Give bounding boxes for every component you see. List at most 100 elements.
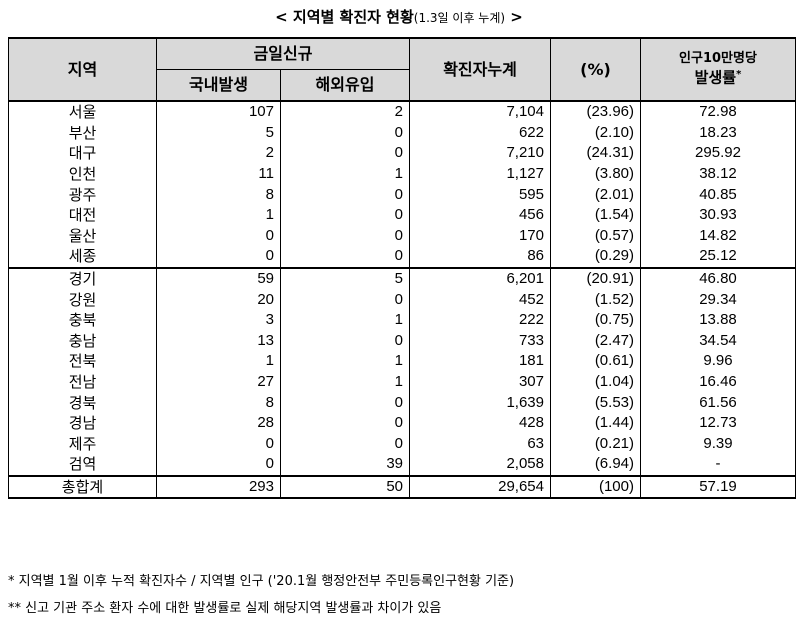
overseas-cell: 1 (280, 371, 410, 393)
table-body: 서울 107 2 7,104 (23.96) 72.98 부산 5 0 622 (2.10) 18.2… (8, 100, 796, 500)
table-row: 제주 0 0 63 (0.21) 9.39 (8, 433, 796, 455)
domestic-cell: 107 (156, 100, 281, 123)
rate-cell: 40.85 (640, 184, 796, 205)
domestic-cell: 27 (156, 371, 281, 393)
region-cell: 서울 (8, 100, 157, 123)
domestic-cell: 28 (156, 412, 281, 434)
region-cell: 강원 (8, 289, 157, 310)
overseas-cell: 0 (280, 330, 410, 352)
table-row: 전남 27 1 307 (1.04) 16.46 (8, 371, 796, 393)
overseas-cell: 0 (280, 289, 410, 310)
cumulative-cell: 733 (409, 330, 551, 352)
table-row: 부산 5 0 622 (2.10) 18.23 (8, 122, 796, 144)
header-overseas: 해외유입 (280, 69, 410, 101)
region-cell: 충남 (8, 330, 157, 352)
region-cell: 경북 (8, 392, 157, 413)
percent-cell: (0.75) (550, 309, 641, 331)
domestic-cell: 11 (156, 163, 281, 185)
overseas-cell: 1 (280, 309, 410, 331)
table-row: 총합계 293 50 29,654 (100) 57.19 (8, 474, 796, 500)
cumulative-cell: 456 (409, 204, 551, 226)
region-cell: 광주 (8, 184, 157, 205)
table-row: 울산 0 0 170 (0.57) 14.82 (8, 225, 796, 247)
header-region: 지역 (8, 37, 157, 101)
table-row: 전북 1 1 181 (0.61) 9.96 (8, 351, 796, 372)
header-rate: 인구10만명당 발생률* (640, 37, 796, 101)
cumulative-cell: 1,639 (409, 392, 551, 413)
table-row: 충남 13 0 733 (2.47) 34.54 (8, 330, 796, 352)
domestic-cell: 1 (156, 351, 281, 372)
domestic-cell: 59 (156, 267, 281, 290)
title-end: > (505, 8, 523, 26)
rate-cell: 16.46 (640, 371, 796, 393)
domestic-cell: 1 (156, 204, 281, 226)
region-cell: 경남 (8, 412, 157, 434)
regional-cases-table: 지역 금일신규 확진자누계 (%) 인구10만명당 발생률* 국내발생 해외유입… (8, 37, 796, 500)
table-row: 인천 11 1 1,127 (3.80) 38.12 (8, 163, 796, 185)
region-cell: 부산 (8, 122, 157, 144)
domestic-cell: 3 (156, 309, 281, 331)
cumulative-cell: 7,210 (409, 143, 551, 164)
percent-cell: (2.47) (550, 330, 641, 352)
table-row: 충북 3 1 222 (0.75) 13.88 (8, 309, 796, 331)
table-title: < 지역별 확진자 현황(1.3일 이후 누계) > (0, 6, 798, 27)
domestic-cell: 2 (156, 143, 281, 164)
percent-cell: (0.57) (550, 225, 641, 247)
footnote-2: ** 신고 기관 주소 환자 수에 대한 발생률로 실제 해당지역 발생률과 차… (8, 601, 442, 616)
region-cell: 세종 (8, 246, 157, 269)
domestic-cell: 13 (156, 330, 281, 352)
header-rate-line1: 인구10만명당 (679, 51, 757, 67)
cumulative-cell: 181 (409, 351, 551, 372)
percent-cell: (20.91) (550, 267, 641, 290)
region-cell: 인천 (8, 163, 157, 185)
percent-cell: (2.01) (550, 184, 641, 205)
cumulative-cell: 1,127 (409, 163, 551, 185)
table-row: 경기 59 5 6,201 (20.91) 46.80 (8, 267, 796, 290)
cumulative-cell: 6,201 (409, 267, 551, 290)
percent-cell: (3.80) (550, 163, 641, 185)
rate-cell: 34.54 (640, 330, 796, 352)
percent-cell: (5.53) (550, 392, 641, 413)
header-domestic: 국내발생 (156, 69, 281, 101)
overseas-cell: 0 (280, 225, 410, 247)
domestic-cell: 293 (156, 474, 281, 500)
cumulative-cell: 452 (409, 289, 551, 310)
region-cell: 전남 (8, 371, 157, 393)
rate-cell: - (640, 454, 796, 476)
title-sub: (1.3일 이후 누계) (413, 11, 506, 25)
domestic-cell: 0 (156, 433, 281, 455)
rate-cell: 72.98 (640, 100, 796, 123)
percent-cell: (0.61) (550, 351, 641, 372)
domestic-cell: 0 (156, 454, 281, 476)
rate-cell: 13.88 (640, 309, 796, 331)
cumulative-cell: 29,654 (409, 474, 551, 500)
cumulative-cell: 622 (409, 122, 551, 144)
cumulative-cell: 595 (409, 184, 551, 205)
domestic-cell: 5 (156, 122, 281, 144)
overseas-cell: 0 (280, 433, 410, 455)
percent-cell: (100) (550, 474, 641, 500)
region-cell: 충북 (8, 309, 157, 331)
overseas-cell: 0 (280, 412, 410, 434)
percent-cell: (1.04) (550, 371, 641, 393)
rate-cell: 9.96 (640, 351, 796, 372)
rate-cell: 29.34 (640, 289, 796, 310)
region-cell: 전북 (8, 351, 157, 372)
table-row: 강원 20 0 452 (1.52) 29.34 (8, 289, 796, 310)
overseas-cell: 0 (280, 204, 410, 226)
overseas-cell: 1 (280, 351, 410, 372)
overseas-cell: 0 (280, 122, 410, 144)
cumulative-cell: 86 (409, 246, 551, 269)
header-today-new: 금일신규 (156, 37, 410, 70)
region-cell: 경기 (8, 267, 157, 290)
overseas-cell: 2 (280, 100, 410, 123)
overseas-cell: 1 (280, 163, 410, 185)
table-row: 서울 107 2 7,104 (23.96) 72.98 (8, 100, 796, 123)
percent-cell: (1.44) (550, 412, 641, 434)
cumulative-cell: 2,058 (409, 454, 551, 476)
rate-cell: 14.82 (640, 225, 796, 247)
domestic-cell: 8 (156, 184, 281, 205)
rate-cell: 57.19 (640, 474, 796, 500)
domestic-cell: 20 (156, 289, 281, 310)
cumulative-cell: 7,104 (409, 100, 551, 123)
